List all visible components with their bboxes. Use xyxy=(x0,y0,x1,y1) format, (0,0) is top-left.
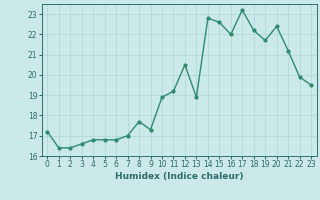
X-axis label: Humidex (Indice chaleur): Humidex (Indice chaleur) xyxy=(115,172,244,181)
